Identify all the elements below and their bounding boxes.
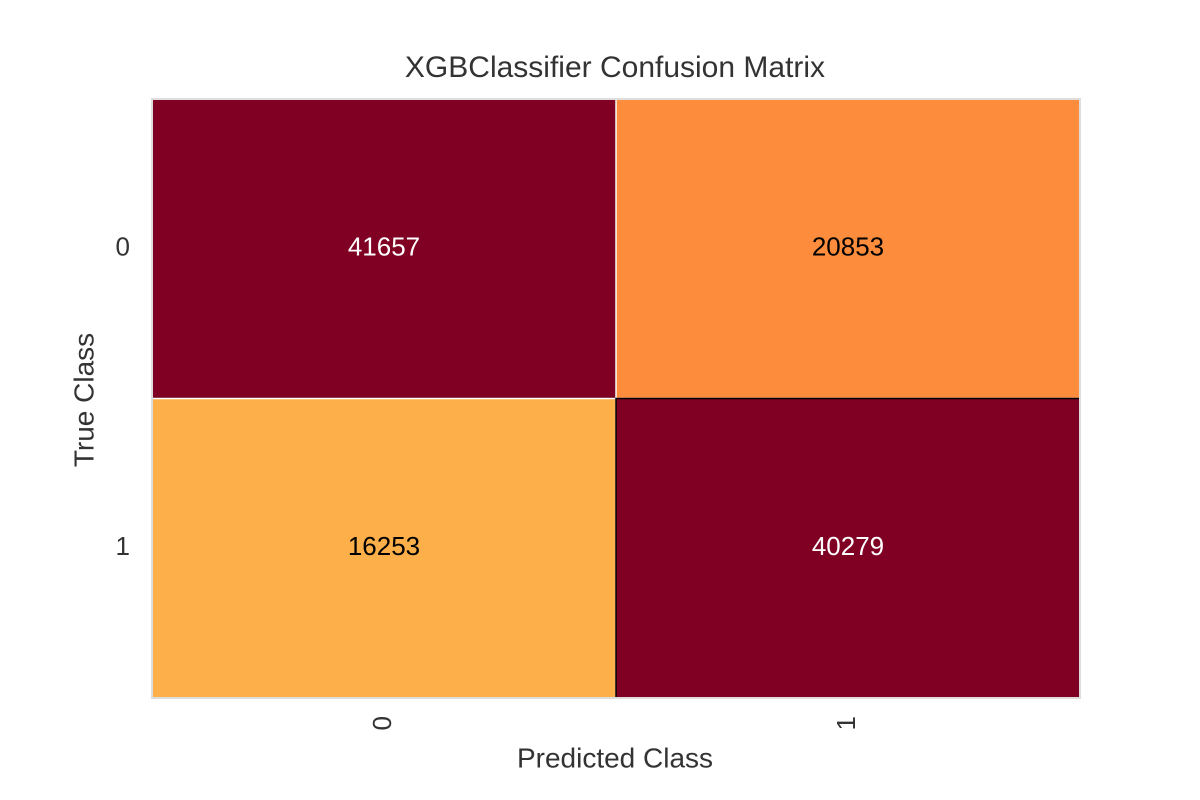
y-tick-label: 1 bbox=[116, 531, 130, 561]
y-axis-label: True Class bbox=[68, 333, 99, 467]
heatmap-cell bbox=[615, 397, 1081, 699]
x-axis-label: Predicted Class bbox=[517, 742, 713, 773]
x-tick-label: 0 bbox=[367, 716, 397, 730]
cell-value-label: 41657 bbox=[348, 232, 420, 262]
heatmap-cell bbox=[151, 397, 617, 699]
heatmap-cell bbox=[615, 98, 1081, 400]
cell-value-label: 20853 bbox=[812, 232, 884, 262]
chart-title: XGBClassifier Confusion Matrix bbox=[405, 51, 825, 84]
y-tick-label: 0 bbox=[116, 232, 130, 262]
heatmap-cell bbox=[151, 98, 617, 400]
cell-value-label: 40279 bbox=[812, 531, 884, 561]
x-tick-label: 1 bbox=[831, 716, 861, 730]
cell-value-label: 16253 bbox=[348, 531, 420, 561]
plot-frame bbox=[151, 98, 1081, 699]
